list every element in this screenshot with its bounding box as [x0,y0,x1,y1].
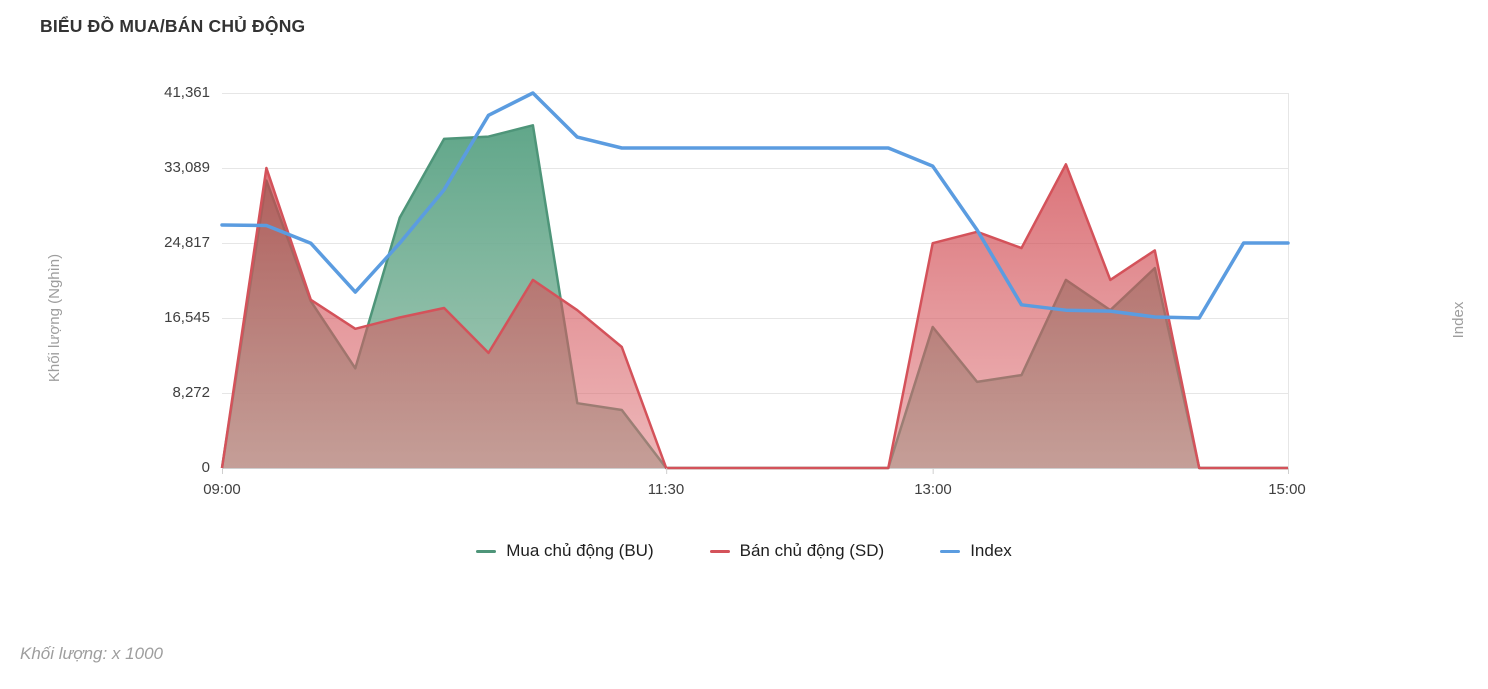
series-layer [220,91,1290,470]
right-axis-title: Index [1450,301,1467,339]
axis-ticks [222,468,1289,474]
sd-legend-dash-icon [709,549,730,553]
sd-legend-label: Bán chủ động (SD) [739,541,885,560]
ytick-label: 16,545 [164,309,210,326]
xtick-label: 11:30 [647,481,685,498]
index-legend-dash-icon [940,549,961,553]
legend: Mua chủ động (BU) Bán chủ động (SD) Inde… [0,541,1488,561]
sd-area [222,164,1288,469]
left-axis-title: Khối lượng (Nghìn) [46,253,63,383]
index-legend-label: Index [970,541,1012,560]
legend-item-sd[interactable]: Bán chủ động (SD) [709,541,885,561]
xtick-label: 09:00 [203,481,241,498]
ytick-label: 41,361 [164,84,210,101]
legend-item-bu[interactable]: Mua chủ động (BU) [476,541,654,561]
bu-legend-label: Mua chủ động (BU) [506,541,654,560]
ytick-label: 33,089 [164,159,210,176]
volume-scale-note: Khối lượng: x 1000 [20,644,163,663]
ytick-label: 8,272 [172,384,210,401]
ytick-label: 0 [201,459,210,476]
chart-title: BIỂU ĐỒ MUA/BÁN CHỦ ĐỘNG [40,16,306,36]
index-line [220,91,1290,320]
bu-legend-dash-icon [476,549,497,553]
sd-line [220,163,1288,470]
ytick-label: 24,817 [164,234,210,251]
xtick-label: 15:00 [1268,481,1306,498]
legend-item-index[interactable]: Index [940,541,1012,561]
xtick-label: 13:00 [914,481,952,498]
